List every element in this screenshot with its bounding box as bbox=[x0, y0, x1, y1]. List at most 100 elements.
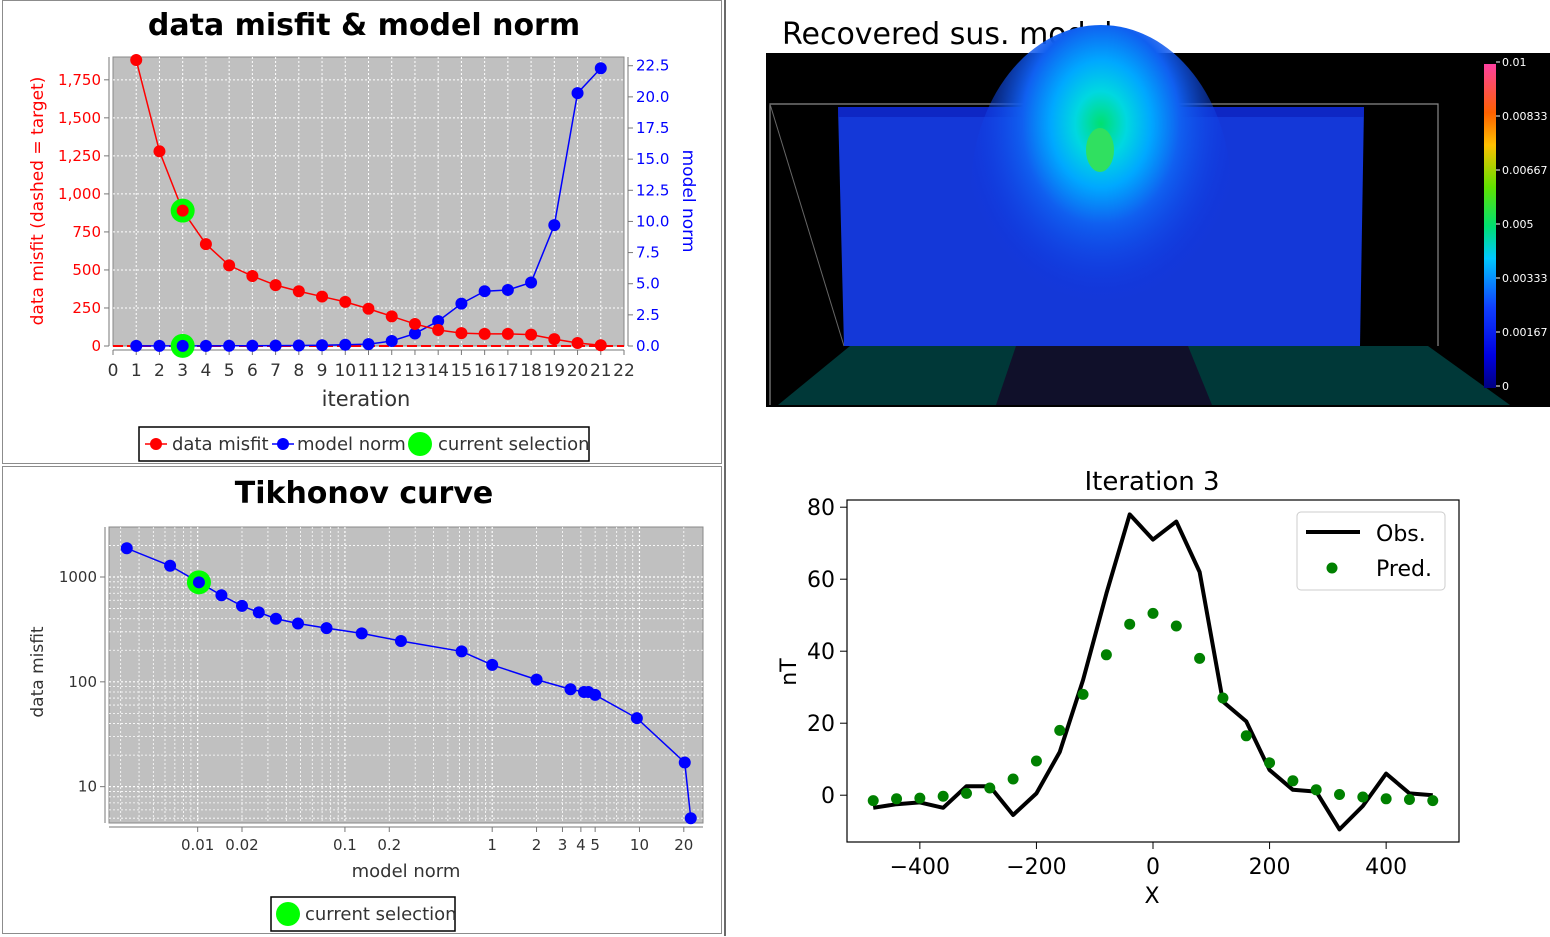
data-misfit-point bbox=[525, 328, 538, 341]
x-tick-label: 8 bbox=[293, 361, 304, 381]
y-tick-label: 0 bbox=[821, 784, 835, 809]
x-tick-label: 200 bbox=[1249, 855, 1291, 880]
tikhonov-point bbox=[120, 542, 133, 555]
tikhonov-point bbox=[564, 683, 577, 696]
x-tick-label: 1 bbox=[131, 361, 142, 381]
x-tick-label: 19 bbox=[543, 361, 565, 381]
model-norm-point bbox=[408, 327, 421, 340]
model-norm-point bbox=[501, 283, 514, 296]
tikhonov-point bbox=[684, 812, 697, 825]
tikhonov-chart: Tikhonov curve 0.01 0.02 0.1 0.2 1 2 3 4 5 10 20 10 1… bbox=[28, 476, 704, 932]
y2-tick-label: 7.5 bbox=[636, 244, 660, 262]
data-misfit-point bbox=[478, 327, 491, 340]
model-norm-point bbox=[385, 335, 398, 348]
model-norm-point bbox=[339, 338, 352, 351]
model-anomaly bbox=[971, 25, 1231, 355]
data-misfit-point bbox=[223, 259, 236, 272]
x-tick-label: 20 bbox=[567, 361, 589, 381]
x-tick-label: −200 bbox=[1006, 855, 1066, 880]
colorbar-tick-label: 0.005 bbox=[1502, 218, 1534, 231]
y2-tick-label: 17.5 bbox=[636, 119, 669, 137]
predicted-point bbox=[1194, 652, 1206, 664]
colorbar-tick-label: 0.00333 bbox=[1502, 272, 1548, 285]
x-tick-label: 3 bbox=[558, 836, 568, 854]
data-misfit-point bbox=[432, 324, 445, 337]
model-norm-point bbox=[130, 339, 143, 352]
x-tick-label: 0.01 bbox=[181, 836, 214, 854]
y-tick-label: 1,750 bbox=[58, 71, 101, 89]
observed-line bbox=[872, 512, 1433, 832]
legend-norm-label: model norm bbox=[297, 434, 406, 455]
data-misfit-point bbox=[316, 290, 329, 303]
data-misfit-point bbox=[176, 204, 189, 217]
predicted-point bbox=[1403, 794, 1415, 806]
model-norm-point bbox=[548, 219, 561, 232]
x-tick-label: 10 bbox=[630, 836, 649, 854]
model-box-edge-left bbox=[769, 103, 845, 347]
predicted-point bbox=[1100, 649, 1112, 661]
y-tick-label: 100 bbox=[68, 673, 97, 691]
predicted-point bbox=[960, 787, 972, 799]
tikhonov-panel: Tikhonov curve 0.01 0.02 0.1 0.2 1 2 3 4 5 10 20 10 1… bbox=[2, 466, 722, 934]
x-tick-label: 17 bbox=[497, 361, 519, 381]
predicted-point bbox=[1217, 692, 1229, 704]
predicted-point bbox=[1357, 791, 1369, 803]
tikhonov-point bbox=[589, 688, 602, 701]
x-axis-label: model norm bbox=[352, 861, 461, 882]
x-tick-label: 11 bbox=[358, 361, 380, 381]
data-misfit-point bbox=[455, 327, 468, 340]
y-tick-label: 10 bbox=[78, 778, 97, 796]
data-misfit-point bbox=[594, 339, 607, 352]
y2-tick-label: 5.0 bbox=[636, 275, 660, 293]
predicted-point bbox=[1054, 724, 1066, 736]
colorbar-tick-label: 0.01 bbox=[1502, 56, 1527, 69]
model-anomaly-core bbox=[1086, 128, 1114, 172]
tikhonov-point bbox=[235, 599, 248, 612]
legend: current selection bbox=[270, 896, 457, 932]
legend-observed-label: Obs. bbox=[1376, 522, 1426, 547]
model-norm-point bbox=[455, 297, 468, 310]
x-tick-label: 14 bbox=[427, 361, 449, 381]
predicted-point bbox=[1310, 784, 1322, 796]
y-tick-label: 1,500 bbox=[58, 109, 101, 127]
tikhonov-point bbox=[355, 627, 368, 640]
predicted-point bbox=[1007, 773, 1019, 785]
legend-selection-marker bbox=[276, 902, 300, 926]
x-tick-label: 15 bbox=[451, 361, 473, 381]
tikhonov-point bbox=[164, 559, 177, 572]
legend-selection-label: current selection bbox=[438, 434, 590, 455]
tikhonov-point bbox=[269, 612, 282, 625]
data-misfit-point bbox=[199, 238, 212, 251]
recovered-model-view: Recovered sus. model0.010.008330.006670.… bbox=[766, 17, 1550, 407]
y-tick-label: 1000 bbox=[59, 568, 97, 586]
legend-predicted-marker bbox=[1326, 562, 1338, 574]
model-norm-point bbox=[246, 339, 259, 352]
model-norm-point bbox=[153, 339, 166, 352]
tikhonov-point bbox=[530, 673, 543, 686]
y-tick-label: 750 bbox=[72, 223, 101, 241]
model-norm-point bbox=[362, 338, 375, 351]
legend-misfit-label: data misfit bbox=[172, 434, 269, 455]
legend-selection-label: current selection bbox=[305, 904, 457, 925]
x-tick-label: 4 bbox=[576, 836, 586, 854]
tikhonov-point bbox=[630, 712, 643, 725]
y2-tick-label: 20.0 bbox=[636, 88, 669, 106]
model-norm-point bbox=[432, 315, 445, 328]
x-tick-label: −400 bbox=[890, 855, 950, 880]
legend: Obs. Pred. bbox=[1296, 511, 1446, 591]
colorbar-tick-label: 0.00833 bbox=[1502, 110, 1548, 123]
model-norm-point bbox=[525, 276, 538, 289]
predicted-point bbox=[1427, 795, 1439, 807]
predicted-point bbox=[1334, 788, 1346, 800]
y-tick-label: 1,000 bbox=[58, 185, 101, 203]
y-tick-label: 0 bbox=[91, 337, 101, 355]
model-norm-point bbox=[292, 339, 305, 352]
panel-divider[interactable] bbox=[724, 0, 726, 936]
x-tick-label: 6 bbox=[247, 361, 258, 381]
legend: data misfit model norm current selection bbox=[138, 426, 590, 462]
chart-title: data misfit & model norm bbox=[148, 8, 580, 43]
y2-axis-label: model norm bbox=[678, 150, 698, 253]
y2-tick-label: 15.0 bbox=[636, 150, 669, 168]
data-misfit-point bbox=[501, 327, 514, 340]
